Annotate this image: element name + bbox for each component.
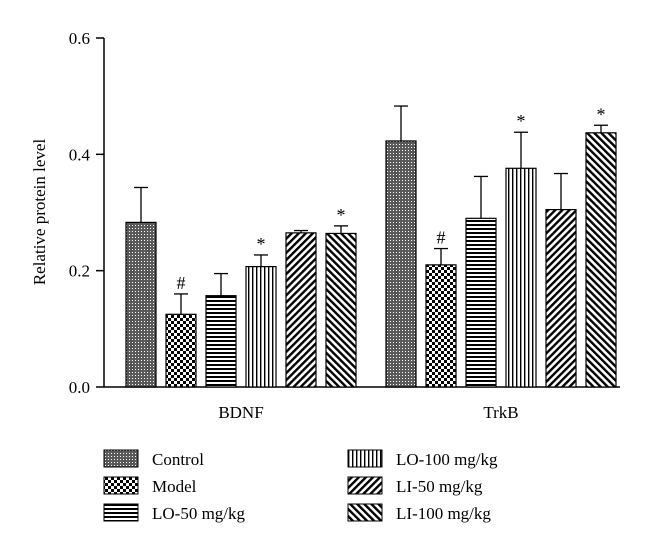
bar bbox=[425, 264, 457, 388]
bar bbox=[125, 221, 157, 388]
bar bbox=[285, 232, 317, 388]
legend-swatch bbox=[347, 449, 383, 468]
bar bbox=[585, 132, 617, 388]
legend-swatch bbox=[103, 449, 139, 468]
legend-label: LI-50 mg/kg bbox=[396, 477, 483, 496]
significance-marker: # bbox=[177, 273, 186, 293]
significance-marker: * bbox=[337, 205, 346, 225]
legend: Control Model LO-50 mg/kg LO-100 mg/kg LI-50… bbox=[103, 449, 498, 523]
y-tick-label: 0.0 bbox=[69, 378, 90, 397]
bars: # * * # * * bbox=[125, 104, 617, 388]
legend-label: Model bbox=[152, 477, 197, 496]
significance-marker: * bbox=[597, 104, 606, 124]
significance-marker: # bbox=[437, 228, 446, 248]
bar bbox=[505, 167, 537, 388]
significance-marker: * bbox=[257, 234, 266, 254]
legend-swatch bbox=[103, 503, 139, 522]
bar bbox=[465, 217, 497, 388]
x-category-labels: BDNF TrkB bbox=[218, 403, 518, 422]
legend-label: LO-100 mg/kg bbox=[396, 450, 498, 469]
significance-marker: * bbox=[517, 111, 526, 131]
legend-swatch bbox=[347, 503, 383, 522]
bar bbox=[245, 265, 277, 388]
legend-swatch bbox=[347, 476, 383, 495]
bar bbox=[165, 313, 197, 388]
y-tick-label: 0.6 bbox=[69, 29, 90, 48]
legend-swatch bbox=[103, 476, 139, 495]
legend-label: LI-100 mg/kg bbox=[396, 504, 491, 523]
bar bbox=[545, 208, 577, 388]
x-category-label: BDNF bbox=[218, 403, 263, 422]
y-tick-label: 0.2 bbox=[69, 262, 90, 281]
bar bbox=[325, 232, 357, 388]
y-axis-title: Relative protein level bbox=[30, 139, 49, 286]
bar bbox=[205, 295, 237, 388]
bar bbox=[385, 140, 417, 388]
legend-label: LO-50 mg/kg bbox=[152, 504, 246, 523]
y-tick-label: 0.4 bbox=[69, 145, 91, 164]
legend-label: Control bbox=[152, 450, 204, 469]
y-ticks: 0.0 0.2 0.4 0.6 bbox=[69, 29, 104, 397]
x-category-label: TrkB bbox=[483, 403, 518, 422]
